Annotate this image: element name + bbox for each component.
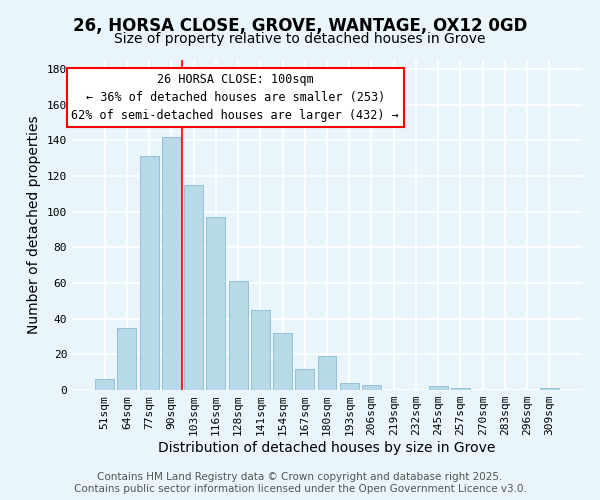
Bar: [295, 368, 314, 390]
Bar: [251, 310, 270, 390]
Bar: [429, 386, 448, 390]
Bar: [451, 388, 470, 390]
Text: Contains HM Land Registry data © Crown copyright and database right 2025.: Contains HM Land Registry data © Crown c…: [97, 472, 503, 482]
Bar: [317, 356, 337, 390]
Y-axis label: Number of detached properties: Number of detached properties: [28, 116, 41, 334]
Bar: [140, 156, 158, 390]
Bar: [95, 380, 114, 390]
Bar: [273, 333, 292, 390]
Text: Contains public sector information licensed under the Open Government Licence v3: Contains public sector information licen…: [74, 484, 526, 494]
X-axis label: Distribution of detached houses by size in Grove: Distribution of detached houses by size …: [158, 441, 496, 455]
Bar: [118, 328, 136, 390]
Bar: [229, 281, 248, 390]
Text: 26, HORSA CLOSE, GROVE, WANTAGE, OX12 0GD: 26, HORSA CLOSE, GROVE, WANTAGE, OX12 0G…: [73, 18, 527, 36]
Bar: [162, 136, 181, 390]
Bar: [540, 388, 559, 390]
Text: Size of property relative to detached houses in Grove: Size of property relative to detached ho…: [114, 32, 486, 46]
Text: 26 HORSA CLOSE: 100sqm
← 36% of detached houses are smaller (253)
62% of semi-de: 26 HORSA CLOSE: 100sqm ← 36% of detached…: [71, 73, 399, 122]
Bar: [362, 384, 381, 390]
Bar: [206, 217, 225, 390]
Bar: [184, 185, 203, 390]
Bar: [340, 383, 359, 390]
